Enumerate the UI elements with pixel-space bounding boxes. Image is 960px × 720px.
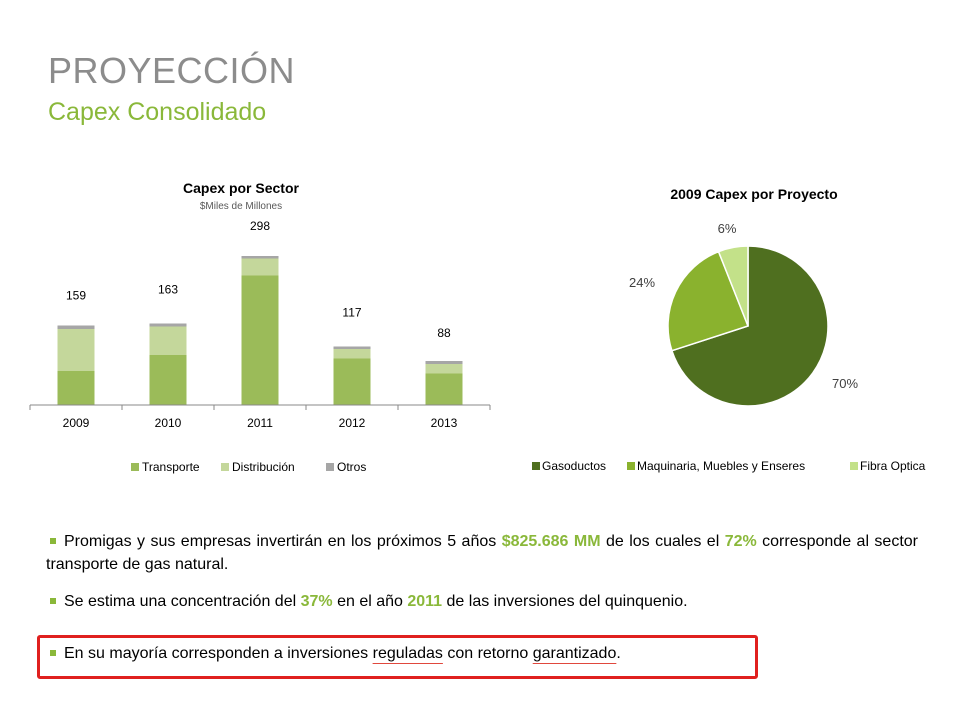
pie-value-label-2: 6%: [718, 221, 737, 236]
bar-distribución-2012: [333, 349, 371, 359]
bullet-1-text-e: corresponde al sector transporte de gas …: [46, 533, 919, 573]
legend-swatch-otros: [326, 463, 334, 471]
bar-total-label-2009: 159: [66, 289, 86, 303]
legend-swatch-distribucion: [221, 463, 229, 471]
legend-swatch-maquinaria: [627, 462, 635, 470]
pie-chart-title: 2009 Capex por Proyecto: [670, 186, 837, 202]
legend-label-gasoductos: Gasoductos: [542, 459, 606, 473]
bar-chart-legend: Transporte Distribución Otros: [131, 460, 366, 474]
bar-transporte-2010: [149, 355, 187, 405]
bar-otros-2010: [149, 323, 187, 327]
bar-total-label-2011: 298: [250, 219, 270, 233]
bar-chart-plot: 159 2009 163 2010 298 2011 117 2012 88 2013: [29, 219, 491, 430]
bullet-3: En su mayoría corresponden a inversiones…: [46, 642, 621, 665]
bar-distribución-2010: [149, 326, 187, 355]
bar-otros-2009: [57, 325, 95, 329]
legend-swatch-gasoductos: [532, 462, 540, 470]
bar-chart-subtitle: $Miles de Millones: [200, 201, 282, 212]
page-title: PROYECCIÓN: [48, 50, 296, 91]
bar-otros-2012: [333, 346, 371, 349]
bullet-2-text-c: en el año: [332, 593, 408, 610]
bullet-2: Se estima una concentración del 37% en e…: [46, 590, 918, 613]
page-subtitle: Capex Consolidado: [48, 98, 267, 126]
pie-value-label-0: 70%: [832, 376, 858, 391]
bullet-1-text-c: de los cuales el: [600, 533, 725, 550]
x-tick-label-2009: 2009: [63, 416, 90, 430]
bar-transporte-2012: [333, 358, 371, 405]
bullet-2-year: 2011: [407, 593, 443, 610]
pie-value-label-1: 24%: [629, 275, 655, 290]
bullet-2-text-e: de las inversiones del quinquenio.: [442, 593, 688, 610]
bar-transporte-2009: [57, 371, 95, 405]
bar-transporte-2013: [425, 373, 463, 405]
bar-distribución-2009: [57, 329, 95, 371]
bullet-3-garantizado: garantizado: [532, 645, 617, 662]
legend-label-fibra: Fibra Optica: [860, 459, 926, 473]
legend-label-otros: Otros: [337, 460, 366, 474]
bullet-1-text-a: Promigas y sus empresas invertirán en lo…: [64, 533, 502, 550]
charts-canvas: Capex por Sector $Miles de Millones 159 2…: [29, 180, 926, 474]
x-tick-label-2011: 2011: [247, 416, 273, 430]
legend-label-distribucion: Distribución: [232, 460, 295, 474]
legend-swatch-fibra: [850, 462, 858, 470]
bullet-3-reguladas: reguladas: [372, 645, 443, 662]
bullet-list: Promigas y sus empresas invertirán en lo…: [46, 530, 918, 613]
bullet-square-icon: [50, 649, 56, 656]
bullet-square-icon: [50, 597, 56, 604]
legend-label-transporte: Transporte: [142, 460, 200, 474]
bar-total-label-2013: 88: [437, 326, 451, 340]
bullet-2-percent: 37%: [300, 593, 333, 610]
bar-distribución-2013: [425, 364, 463, 374]
pie-slice-gasoductos: [670, 245, 829, 407]
pie-chart-legend: Gasoductos Maquinaria, Muebles y Enseres…: [532, 459, 926, 473]
legend-label-maquinaria: Maquinaria, Muebles y Enseres: [637, 459, 805, 473]
bullet-1-percent: 72%: [724, 533, 757, 550]
bullet-1-amount: $825.686 MM: [501, 533, 601, 550]
bullet-3-text-a: En su mayoría corresponden a inversiones: [64, 645, 373, 662]
bar-transporte-2011: [241, 275, 279, 405]
bullet-2-text-a: Se estima una concentración del: [64, 593, 301, 610]
x-tick-label-2013: 2013: [431, 416, 458, 430]
bar-otros-2013: [425, 361, 463, 364]
x-tick-label-2010: 2010: [155, 416, 182, 430]
pie-slice-fibra-optica: [717, 245, 749, 327]
bullet-3-text-c: con retorno: [442, 645, 533, 662]
bar-distribución-2011: [241, 258, 279, 276]
bullet-3-text-e: .: [616, 645, 621, 662]
pie-chart-plot: 70% 24% 6%: [629, 221, 858, 407]
bar-total-label-2010: 163: [158, 283, 178, 297]
bullet-square-icon: [50, 537, 56, 544]
bar-total-label-2012: 117: [342, 306, 361, 320]
bullet-1: Promigas y sus empresas invertirán en lo…: [46, 530, 918, 576]
legend-swatch-transporte: [131, 463, 139, 471]
highlight-box: [37, 635, 758, 679]
bar-chart-title: Capex por Sector: [183, 180, 299, 196]
bar-otros-2011: [241, 256, 279, 259]
x-tick-label-2012: 2012: [339, 416, 366, 430]
